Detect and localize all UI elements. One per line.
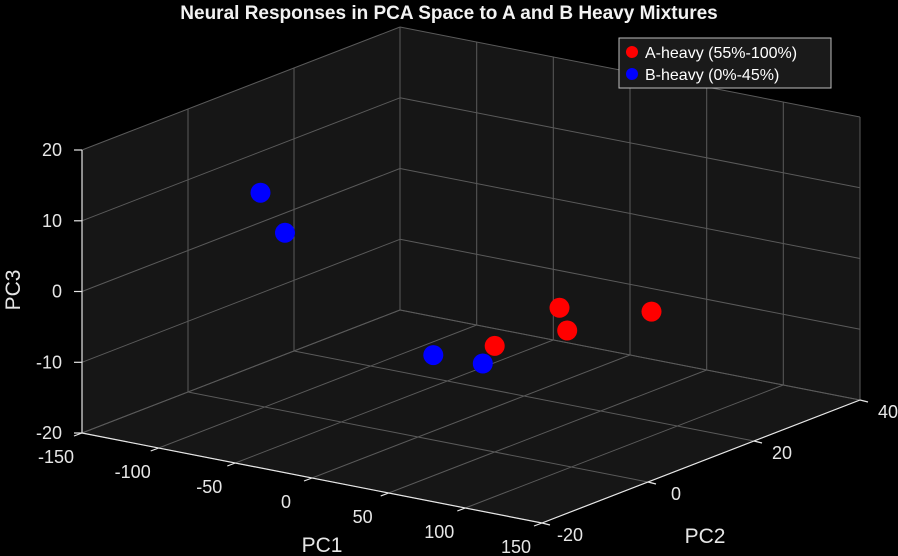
legend-label-b-heavy: B-heavy (0%-45%) bbox=[645, 67, 779, 84]
x-tick-mark bbox=[227, 462, 236, 467]
grid-line-z-left bbox=[81, 97, 401, 222]
grid-line-x-floor bbox=[158, 324, 477, 449]
x-tick-mark bbox=[303, 477, 313, 482]
axis-lines bbox=[73, 149, 869, 527]
x-axis-label: PC1 bbox=[302, 534, 343, 556]
y-tick-label: 40 bbox=[878, 402, 898, 422]
legend-box bbox=[618, 37, 832, 89]
legend-label-a-heavy: A-heavy (55%-100%) bbox=[645, 45, 797, 62]
grid-line-x-floor bbox=[235, 339, 554, 464]
x-tick-label: 50 bbox=[353, 507, 373, 527]
chart-title: Neural Responses in PCA Space to A and B… bbox=[180, 3, 717, 24]
y-tick-label: -20 bbox=[557, 525, 583, 545]
grid-line-z-right bbox=[399, 97, 861, 189]
y-tick-mark bbox=[859, 399, 869, 403]
data-point-b-heavy bbox=[423, 345, 444, 366]
y-tick-label: 20 bbox=[772, 443, 792, 463]
y-tick-mark bbox=[753, 440, 763, 444]
grid-line-y-floor bbox=[293, 350, 755, 442]
x-tick-label: 0 bbox=[281, 492, 291, 512]
legend-marker-a-heavy bbox=[626, 46, 638, 58]
data-point-b-heavy bbox=[472, 353, 493, 374]
grid-line-x-floor bbox=[388, 369, 707, 494]
z-tick-label: 20 bbox=[42, 140, 62, 160]
data-point-a-heavy bbox=[641, 301, 662, 322]
data-point-a-heavy bbox=[557, 320, 578, 341]
data-point-a-heavy bbox=[484, 335, 505, 356]
y-tick-mark bbox=[541, 522, 551, 526]
x-tick-label: 150 bbox=[501, 537, 531, 556]
grid-line-z-left bbox=[81, 26, 401, 151]
z-axis-label: PC3 bbox=[2, 270, 25, 311]
z-tick-label: 10 bbox=[42, 211, 62, 231]
y-tick-label: 0 bbox=[671, 484, 681, 504]
grid-line-x-floor bbox=[311, 354, 631, 479]
z-tick-label: -20 bbox=[36, 423, 62, 443]
grid-line-y-floor bbox=[187, 391, 649, 483]
grid-line-z-left bbox=[81, 309, 401, 434]
legend: A-heavy (55%-100%) B-heavy (0%-45%) bbox=[618, 37, 832, 89]
axes-panes bbox=[82, 27, 860, 523]
z-tick-label: 0 bbox=[52, 282, 62, 302]
data-points bbox=[250, 182, 662, 374]
z-tick-label: -10 bbox=[36, 352, 62, 372]
x-tick-mark bbox=[533, 522, 543, 527]
data-point-a-heavy bbox=[549, 297, 570, 318]
x-tick-label: -50 bbox=[196, 477, 222, 497]
x-tick-label: -100 bbox=[115, 462, 151, 482]
x-tick-mark bbox=[457, 507, 466, 512]
grid-line-z-right bbox=[399, 238, 861, 330]
grid-line-z-right bbox=[399, 168, 861, 259]
y-axis-line bbox=[541, 399, 861, 524]
data-point-b-heavy bbox=[275, 222, 295, 243]
y-axis-label: PC2 bbox=[685, 525, 726, 548]
grid-line-z-right bbox=[399, 309, 861, 401]
grid-line-z-left bbox=[81, 168, 401, 292]
x-tick-mark bbox=[380, 492, 389, 497]
legend-marker-b-heavy bbox=[626, 68, 638, 80]
x-tick-label: -150 bbox=[38, 447, 74, 467]
x-tick-mark bbox=[150, 447, 159, 452]
x-tick-label: 100 bbox=[424, 522, 454, 542]
grid-line-z-left bbox=[81, 238, 401, 363]
data-point-b-heavy bbox=[250, 182, 271, 203]
grid-line-x-floor bbox=[465, 384, 784, 509]
y-tick-mark bbox=[647, 481, 657, 485]
